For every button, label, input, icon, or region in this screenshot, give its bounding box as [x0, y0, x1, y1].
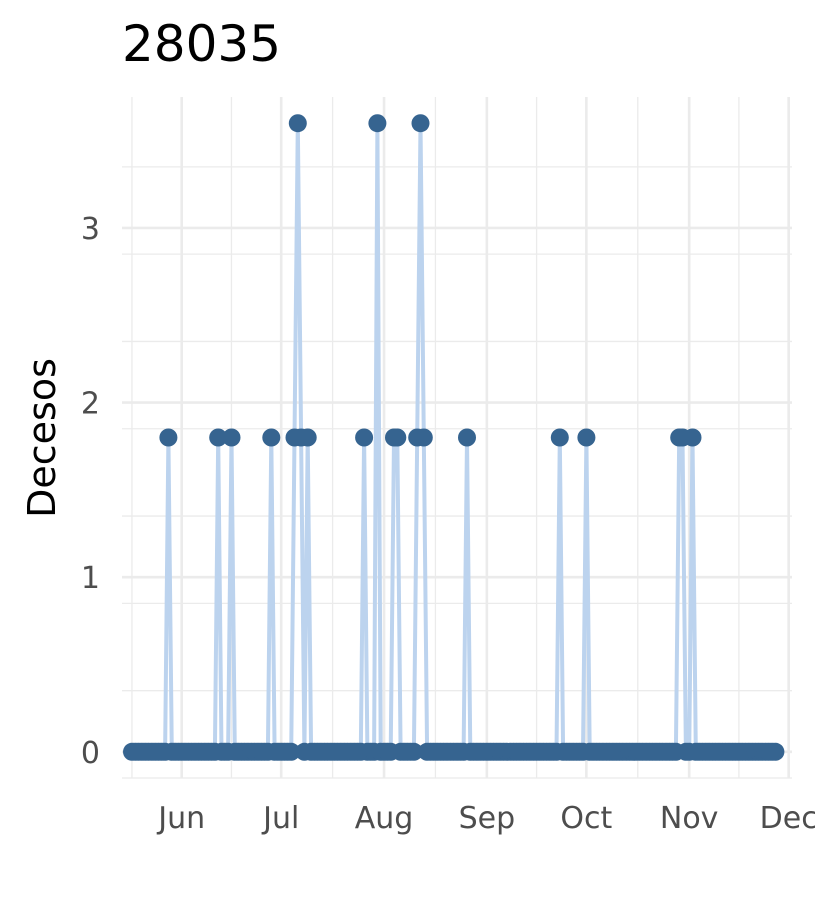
data-point [683, 428, 702, 447]
data-point [458, 428, 476, 447]
data-point [577, 428, 596, 447]
y-tick-label: 1 [81, 561, 100, 596]
data-point [209, 428, 228, 447]
x-tick-label: Aug [355, 801, 414, 836]
data-point [388, 428, 407, 447]
data-point [414, 428, 433, 447]
data-point [288, 114, 307, 133]
data-point [298, 428, 317, 447]
y-tick-label: 3 [81, 212, 100, 247]
x-axis-ticks: Jun Jul Aug Sep Oct Nov Dec [156, 801, 815, 836]
data-point [222, 428, 241, 447]
x-tick-label: Sep [459, 801, 516, 836]
data-point [159, 428, 178, 447]
x-tick-label: Oct [560, 801, 612, 836]
chart-title: 28035 [122, 15, 282, 73]
data-points [123, 114, 785, 761]
x-tick-label: Jul [261, 801, 299, 836]
x-tick-label: Nov [660, 801, 719, 836]
data-point [282, 742, 301, 761]
data-point [262, 428, 281, 447]
data-point [766, 742, 785, 761]
x-tick-label: Jun [156, 801, 205, 836]
data-point [411, 114, 430, 133]
y-tick-label: 2 [81, 387, 100, 422]
y-axis-ticks: 0 1 2 3 [81, 212, 100, 771]
data-point [404, 742, 423, 761]
y-tick-label: 0 [81, 736, 100, 771]
data-point [550, 428, 569, 447]
data-point [355, 428, 374, 447]
x-tick-label: Dec [760, 801, 815, 836]
data-point [368, 114, 387, 133]
